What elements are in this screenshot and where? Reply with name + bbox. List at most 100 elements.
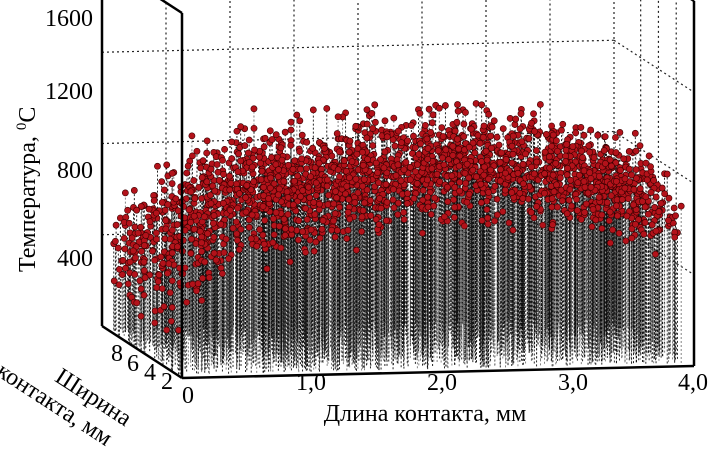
data-point: [577, 124, 585, 131]
data-point: [460, 133, 468, 140]
data-point: [364, 155, 371, 163]
data-point: [219, 156, 226, 164]
data-point: [546, 164, 554, 172]
data-point: [363, 186, 371, 194]
data-point: [323, 182, 331, 190]
data-point: [134, 229, 142, 237]
x-tick-label: 2,0: [427, 370, 457, 396]
data-point: [306, 194, 314, 202]
data-point: [183, 169, 191, 177]
data-point: [342, 190, 349, 198]
data-point: [287, 118, 295, 126]
data-point: [137, 223, 145, 231]
data-point: [477, 180, 485, 188]
data-point: [451, 214, 458, 221]
data-point: [650, 176, 658, 184]
data-point: [274, 173, 282, 181]
data-point: [598, 225, 606, 232]
data-point: [151, 256, 159, 264]
data-point: [519, 195, 527, 202]
data-point: [553, 137, 560, 145]
data-point: [237, 157, 244, 165]
data-point: [589, 205, 597, 213]
data-point: [268, 154, 275, 161]
data-point: [427, 210, 435, 218]
data-point: [406, 176, 414, 184]
data-point: [259, 231, 267, 239]
data-point: [449, 152, 457, 159]
data-point: [126, 258, 134, 266]
data-point: [493, 211, 501, 219]
data-point: [187, 250, 195, 257]
y-tick-label: 8: [111, 341, 123, 367]
z-axis-title-unit: C: [15, 107, 41, 123]
data-point: [573, 195, 580, 203]
data-point: [237, 225, 245, 233]
data-point: [480, 122, 488, 130]
data-point: [621, 184, 629, 192]
data-point: [193, 287, 200, 295]
data-point: [174, 207, 182, 215]
data-point: [652, 250, 659, 258]
data-point: [162, 225, 170, 233]
data-point: [280, 177, 288, 185]
data-point: [424, 145, 432, 152]
data-point: [556, 174, 564, 182]
data-point: [229, 224, 237, 232]
data-point: [600, 147, 608, 154]
data-point: [419, 229, 426, 237]
z-axis-title-superscript: 0: [14, 123, 30, 131]
data-point: [245, 159, 253, 166]
data-point: [395, 127, 402, 135]
data-point: [632, 174, 640, 182]
data-point: [485, 110, 493, 118]
data-point: [315, 159, 323, 167]
data-point: [344, 226, 352, 234]
data-point: [132, 254, 139, 262]
data-point: [545, 153, 553, 161]
data-point: [306, 236, 314, 244]
data-point: [652, 227, 660, 235]
data-point: [398, 139, 405, 146]
data-point: [190, 225, 198, 233]
data-point: [211, 187, 219, 195]
data-point: [438, 124, 446, 132]
data-point: [275, 185, 283, 193]
data-point: [612, 159, 620, 167]
data-point: [508, 189, 516, 196]
data-point: [609, 226, 617, 234]
data-point: [383, 198, 391, 206]
data-point: [281, 225, 289, 233]
data-point: [166, 235, 174, 243]
data-point: [333, 194, 340, 202]
data-point: [363, 120, 371, 128]
data-point: [243, 181, 251, 189]
data-point: [162, 217, 170, 224]
data-point: [368, 110, 376, 117]
x-tick-label: 3,0: [558, 370, 588, 396]
data-point: [508, 142, 516, 150]
data-point: [622, 237, 630, 245]
data-point: [284, 161, 292, 169]
data-point: [110, 277, 118, 285]
data-point: [245, 223, 253, 231]
data-point: [359, 182, 366, 190]
data-point: [188, 132, 196, 140]
data-point: [374, 169, 381, 177]
data-point: [353, 246, 360, 254]
data-point: [226, 172, 233, 180]
data-point: [151, 319, 159, 327]
data-point: [141, 242, 148, 249]
data-point: [281, 231, 289, 239]
data-point: [140, 291, 148, 299]
data-point: [491, 217, 499, 225]
data-point: [594, 131, 602, 139]
data-point: [129, 247, 137, 255]
data-point: [287, 141, 295, 149]
data-point: [198, 233, 206, 241]
data-point: [579, 154, 587, 161]
data-point: [199, 157, 207, 165]
data-point: [305, 183, 312, 191]
data-point: [310, 247, 318, 255]
data-point: [210, 212, 218, 219]
